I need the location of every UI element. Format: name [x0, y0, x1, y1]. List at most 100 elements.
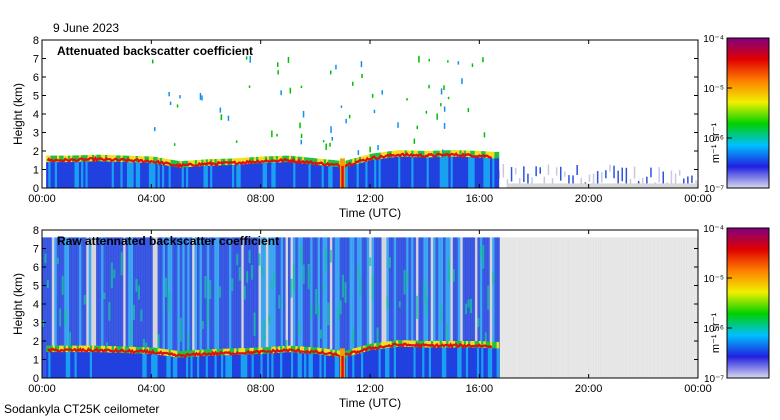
raw-noise-column — [312, 237, 316, 378]
raw-noise-column — [187, 237, 190, 378]
raw-noise-speck — [120, 252, 123, 276]
layer-halo — [496, 341, 500, 349]
aerosol-column — [398, 344, 401, 378]
aerosol-column — [411, 155, 414, 188]
aerosol-column — [148, 352, 152, 378]
aerosol-column — [164, 163, 167, 188]
layer-halo — [299, 346, 303, 353]
raw-noise-column — [383, 237, 387, 378]
aerosol-column — [96, 350, 99, 378]
raw-noise-speck — [440, 305, 443, 323]
layer-halo — [424, 151, 427, 158]
aerosol-column — [301, 351, 305, 378]
raw-noise-column — [433, 237, 436, 378]
low-signal-speck — [547, 164, 550, 175]
raw-noise-speck — [465, 303, 468, 315]
high-signal-speck — [277, 62, 279, 67]
raw-noise-column — [413, 237, 417, 378]
aerosol-column — [492, 156, 495, 188]
raw-noise-column — [42, 237, 45, 378]
raw-noise-speck — [470, 298, 472, 314]
aerosol-column — [168, 354, 172, 378]
low-signal-speck — [535, 166, 537, 177]
high-signal-speck — [352, 81, 354, 86]
raw-noise-column — [381, 237, 385, 378]
layer-halo — [465, 341, 469, 348]
raw-noise-column — [120, 237, 124, 378]
raw-noise-column — [86, 237, 90, 378]
raw-noise-column — [659, 237, 663, 378]
raw-noise-column — [664, 237, 668, 378]
raw-noise-column — [467, 237, 471, 378]
raw-noise-column — [59, 237, 63, 378]
aerosol-column — [321, 353, 325, 378]
aerosol-column — [334, 354, 338, 378]
aerosol-column — [258, 161, 261, 188]
high-signal-speck — [348, 114, 351, 119]
raw-noise-speck — [423, 281, 426, 301]
aerosol-column — [426, 155, 430, 188]
raw-noise-speck — [477, 317, 480, 327]
x-tick-label: 00:00 — [28, 383, 56, 395]
layer-halo — [118, 346, 121, 353]
y-tick-label: 7 — [33, 54, 39, 66]
aerosol-column — [347, 164, 351, 188]
raw-noise-speck — [324, 248, 327, 271]
aerosol-column — [194, 354, 198, 378]
raw-noise-column — [66, 237, 70, 378]
aerosol-column — [455, 154, 458, 188]
layer-halo — [470, 150, 473, 158]
raw-noise-speck — [369, 257, 372, 267]
y-tick-label: 4 — [33, 299, 39, 311]
cloud-base-line — [46, 152, 492, 170]
raw-noise-column — [285, 237, 289, 378]
raw-noise-column — [152, 237, 156, 378]
high-signal-speck — [377, 145, 379, 151]
raw-noise-column — [226, 237, 230, 378]
aerosol-column — [487, 156, 491, 188]
low-signal-speck — [576, 165, 578, 175]
aerosol-column — [50, 350, 54, 378]
aerosol-column — [177, 165, 180, 188]
aerosol-column — [275, 160, 279, 188]
aerosol-column — [439, 345, 443, 378]
aerosol-column — [382, 156, 386, 188]
aerosol-column — [295, 161, 298, 188]
raw-noise-column — [403, 237, 407, 378]
aerosol-column — [369, 348, 373, 378]
raw-noise-column — [514, 237, 518, 378]
raw-noise-column — [216, 237, 220, 378]
layer-halo — [288, 155, 292, 163]
raw-noise-speck — [315, 288, 318, 315]
panel-title: Attenuated backscatter coefficient — [57, 44, 253, 58]
aerosol-column — [387, 156, 390, 188]
aerosol-column — [378, 157, 382, 188]
raw-noise-column — [509, 237, 513, 378]
raw-noise-speck — [425, 297, 428, 315]
aerosol-column — [402, 344, 406, 378]
high-signal-speck — [381, 90, 383, 95]
low-signal-speck — [498, 170, 500, 179]
high-signal-speck — [249, 56, 251, 63]
raw-noise-column — [221, 237, 225, 378]
raw-noise-column — [115, 237, 119, 378]
aerosol-column — [385, 156, 388, 188]
layer-halo — [286, 155, 290, 163]
aerosol-column — [485, 346, 489, 378]
instrument-label: Sodankyla CT25K ceilometer — [4, 402, 160, 416]
aerosol-column — [94, 159, 97, 188]
raw-noise-column — [580, 237, 584, 378]
y-axis-label: Height (km) — [11, 273, 25, 335]
aerosol-column — [122, 351, 126, 378]
layer-halo — [155, 157, 158, 164]
colorbar-unit-label: m⁻¹ sr⁻¹ — [710, 123, 722, 164]
aerosol-column — [441, 155, 445, 188]
raw-noise-column — [669, 237, 673, 378]
aerosol-column — [262, 352, 266, 378]
x-tick-label: 20:00 — [575, 193, 603, 205]
aerosol-column — [400, 344, 403, 378]
aerosol-column — [284, 350, 287, 378]
raw-noise-column — [76, 237, 80, 378]
high-signal-speck — [413, 138, 416, 144]
aerosol-column — [496, 156, 500, 188]
